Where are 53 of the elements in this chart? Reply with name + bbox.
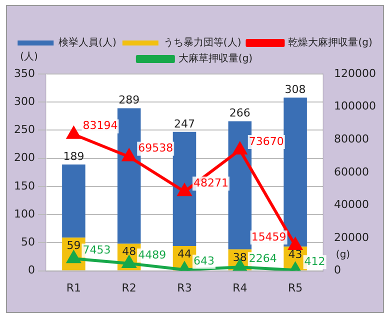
point xyxy=(178,184,192,196)
total-label: 247 xyxy=(174,117,195,130)
legend-label: 検挙人員(人) xyxy=(58,36,117,49)
y2-tick-label: 20000 xyxy=(334,230,370,244)
data-label: 38 xyxy=(232,250,247,264)
data-label: 15459 xyxy=(251,230,286,244)
data-label: 83194 xyxy=(82,119,118,132)
data-label: 7453 xyxy=(82,243,111,256)
point xyxy=(122,149,136,162)
y-tick-label: 250 xyxy=(14,123,35,136)
y-axis-title: (人) xyxy=(20,52,38,63)
data-label: 48271 xyxy=(194,176,228,190)
y2-tick-label: 120000 xyxy=(334,66,376,80)
data-label: 4489 xyxy=(138,248,166,262)
data-label: 412 xyxy=(304,254,326,268)
data-label: 2264 xyxy=(248,252,277,265)
y2-tick-label: 40000 xyxy=(334,198,370,212)
data-label: 69538 xyxy=(138,142,174,155)
data-label: 643 xyxy=(194,254,214,268)
bar xyxy=(284,98,307,247)
data-label: 59 xyxy=(66,238,81,252)
point xyxy=(288,238,302,250)
x-tick-label: R4 xyxy=(232,281,248,294)
total-label: 289 xyxy=(118,94,140,107)
y-tick-label: 0 xyxy=(28,264,35,277)
y2-axis-title: (g) xyxy=(336,249,350,260)
x-tick-label: R1 xyxy=(66,281,82,294)
data-label: 73670 xyxy=(248,134,284,148)
y-tick-label: 150 xyxy=(14,179,35,192)
y-tick-label: 50 xyxy=(20,236,35,249)
y2-tick-label: 0 xyxy=(334,264,342,277)
data-label: 48 xyxy=(122,245,136,258)
x-tick-label: R5 xyxy=(288,281,303,294)
total-label: 266 xyxy=(229,106,250,120)
y-tick-label: 350 xyxy=(14,66,35,80)
total-label: 308 xyxy=(284,82,306,96)
point xyxy=(233,142,247,154)
legend-label: 大麻草押収量(g) xyxy=(178,52,253,65)
y2-tick-label: 60000 xyxy=(334,165,370,178)
data-label: 43 xyxy=(288,248,302,261)
legend-label: うち暴力団等(人) xyxy=(163,36,242,49)
x-tick-label: R2 xyxy=(122,281,136,294)
y2-tick-label: 80000 xyxy=(334,132,370,146)
bar xyxy=(62,164,86,238)
data-label: 44 xyxy=(178,247,192,260)
legend-label: 乾燥大麻押収量(g) xyxy=(288,36,372,49)
y-tick-label: 200 xyxy=(14,151,35,164)
x-tick-label: R3 xyxy=(177,281,192,294)
y-tick-label: 100 xyxy=(14,207,35,220)
total-label: 189 xyxy=(63,150,84,163)
y-tick-label: 300 xyxy=(14,94,35,108)
y2-tick-label: 100000 xyxy=(334,100,376,113)
point xyxy=(67,126,80,139)
